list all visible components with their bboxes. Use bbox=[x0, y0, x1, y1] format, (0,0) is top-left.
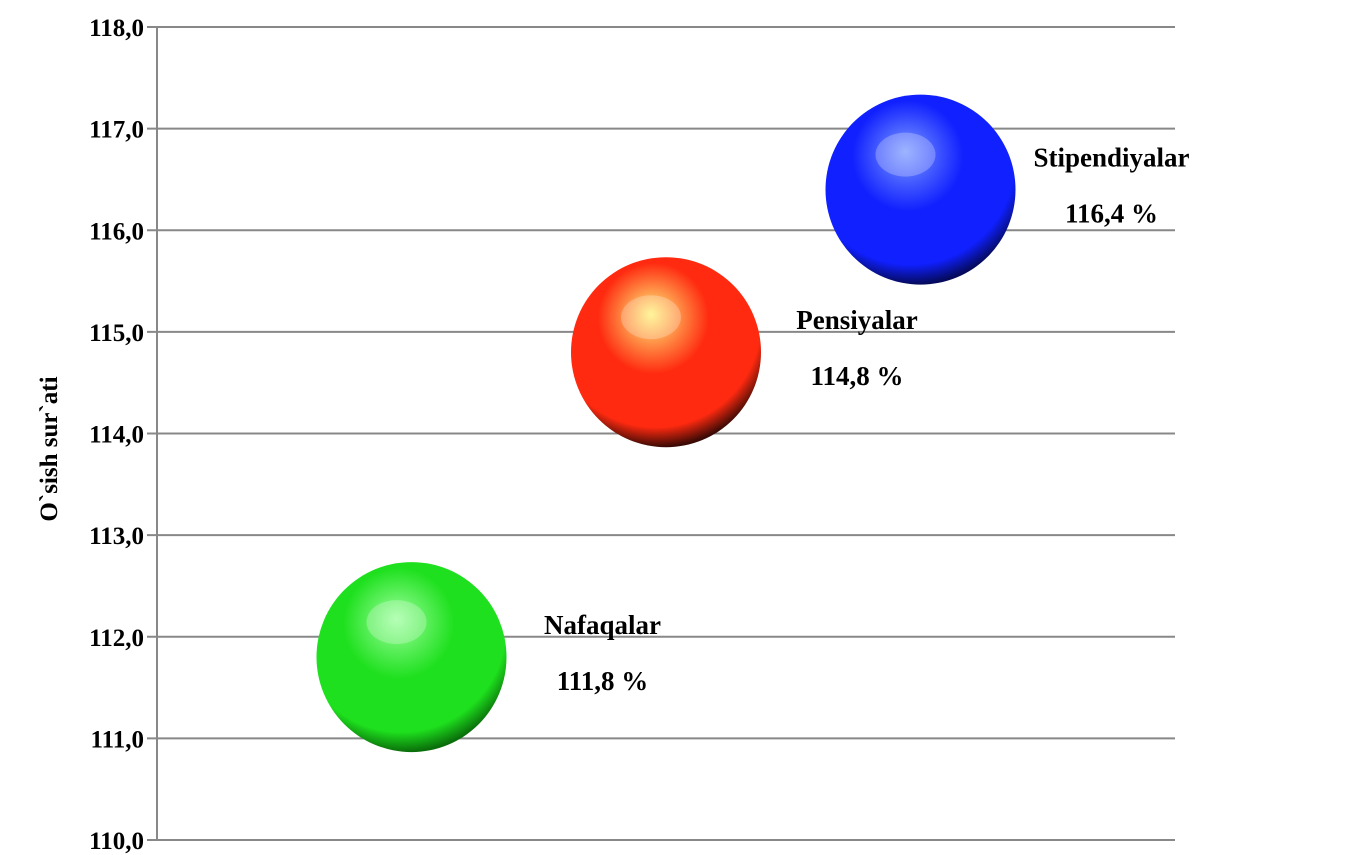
data-points bbox=[316, 94, 1016, 753]
bubble-highlight bbox=[366, 600, 427, 645]
bubble-stipendiyalar bbox=[825, 94, 1016, 285]
y-tick-label: 111,0 bbox=[91, 726, 145, 753]
y-tick-label: 116,0 bbox=[89, 218, 144, 245]
bubble-highlight bbox=[875, 132, 936, 177]
y-tick-label: 110,0 bbox=[89, 828, 144, 855]
point-value-label: 111,8 % bbox=[557, 666, 649, 696]
y-tick-label: 117,0 bbox=[89, 117, 144, 144]
point-value-label: 114,8 % bbox=[810, 361, 903, 391]
data-labels: Nafaqalar 111,8 % Pensiyalar 114,8 % Stipend… bbox=[544, 143, 1190, 696]
bubble-pensiyalar bbox=[571, 257, 761, 448]
y-tick-label: 115,0 bbox=[89, 320, 144, 347]
point-name-label: Nafaqalar bbox=[544, 610, 661, 640]
point-name-label: Pensiyalar bbox=[796, 305, 918, 335]
y-tick-label: 113,0 bbox=[89, 523, 144, 550]
bubble-nafaqalar bbox=[316, 562, 507, 753]
y-tick-label: 112,0 bbox=[89, 625, 144, 652]
point-value-label: 116,4 % bbox=[1065, 199, 1158, 229]
bubble-highlight bbox=[621, 295, 681, 340]
point-name-label: Stipendiyalar bbox=[1033, 143, 1189, 173]
y-tick-label: 114,0 bbox=[89, 422, 144, 449]
y-axis: 110,0 111,0 112,0 113,0 114,0 115,0 116,0 117,0… bbox=[89, 15, 158, 855]
y-axis-title: O`sish sur`ati bbox=[36, 376, 63, 521]
y-tick-label: 118,0 bbox=[89, 15, 144, 42]
